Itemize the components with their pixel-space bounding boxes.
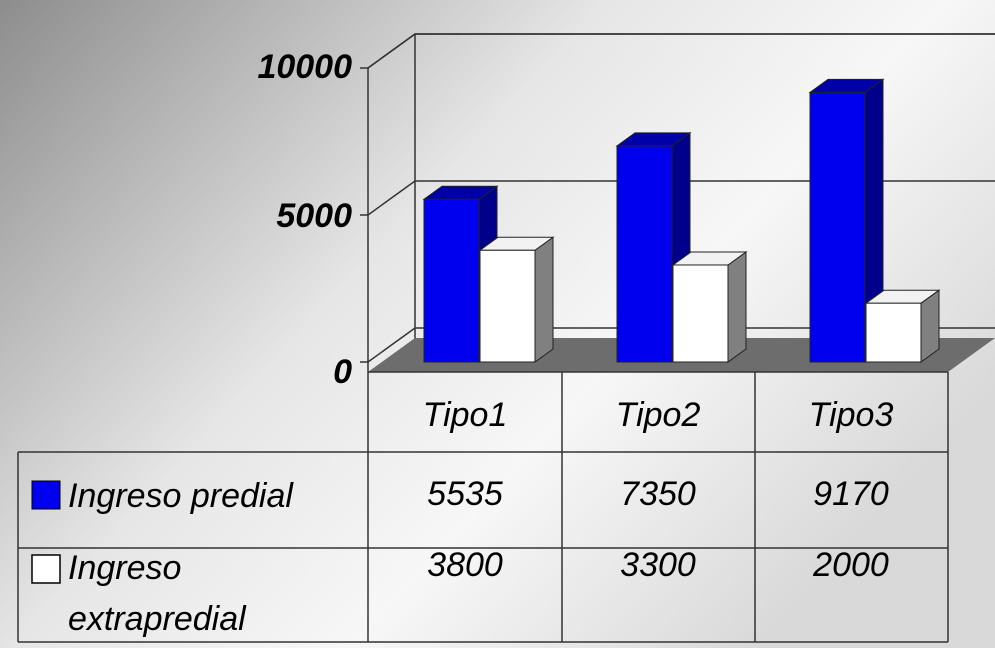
gridline — [367, 33, 995, 69]
y-axis: 10000 5000 0 — [257, 48, 352, 391]
legend-label: Ingreso — [68, 549, 181, 587]
bar — [864, 289, 941, 363]
bar-front — [809, 91, 866, 363]
bar-side — [727, 251, 747, 363]
bar-front — [616, 145, 673, 363]
bar — [671, 251, 748, 363]
bar-front — [479, 249, 536, 363]
legend-label: extrapredial — [68, 600, 247, 638]
bar — [808, 78, 885, 363]
bar-side — [534, 236, 554, 363]
gridlines — [360, 33, 995, 363]
gridline — [367, 327, 995, 363]
bar-front — [865, 302, 922, 363]
data-table: Tipo1 Tipo2 Tipo3 Ingreso predial Ingres… — [17, 371, 949, 643]
x-tick-label: Tipo1 — [423, 396, 508, 434]
table-cell: 7350 — [620, 475, 696, 513]
y-tick-label: 0 — [333, 353, 352, 391]
table-grid — [17, 371, 949, 643]
bar-front — [423, 198, 480, 363]
legend-swatch-extrapredial — [31, 554, 61, 584]
table-cell: 5535 — [427, 475, 503, 513]
table-cell: 3800 — [427, 546, 503, 584]
y-tick-label: 5000 — [276, 197, 352, 235]
table-cell: 9170 — [813, 475, 889, 513]
bar-front — [672, 264, 729, 363]
y-tick-label: 10000 — [257, 48, 352, 86]
legend-swatch-predial — [31, 480, 61, 510]
gridline — [367, 180, 995, 216]
x-tick-label: Tipo3 — [809, 396, 894, 434]
bars — [422, 78, 941, 363]
table-cell: 3300 — [620, 546, 696, 584]
bar — [478, 236, 555, 363]
table-cell: 2000 — [812, 546, 889, 584]
x-tick-label: Tipo2 — [616, 396, 701, 434]
legend-label: Ingreso predial — [68, 477, 294, 515]
